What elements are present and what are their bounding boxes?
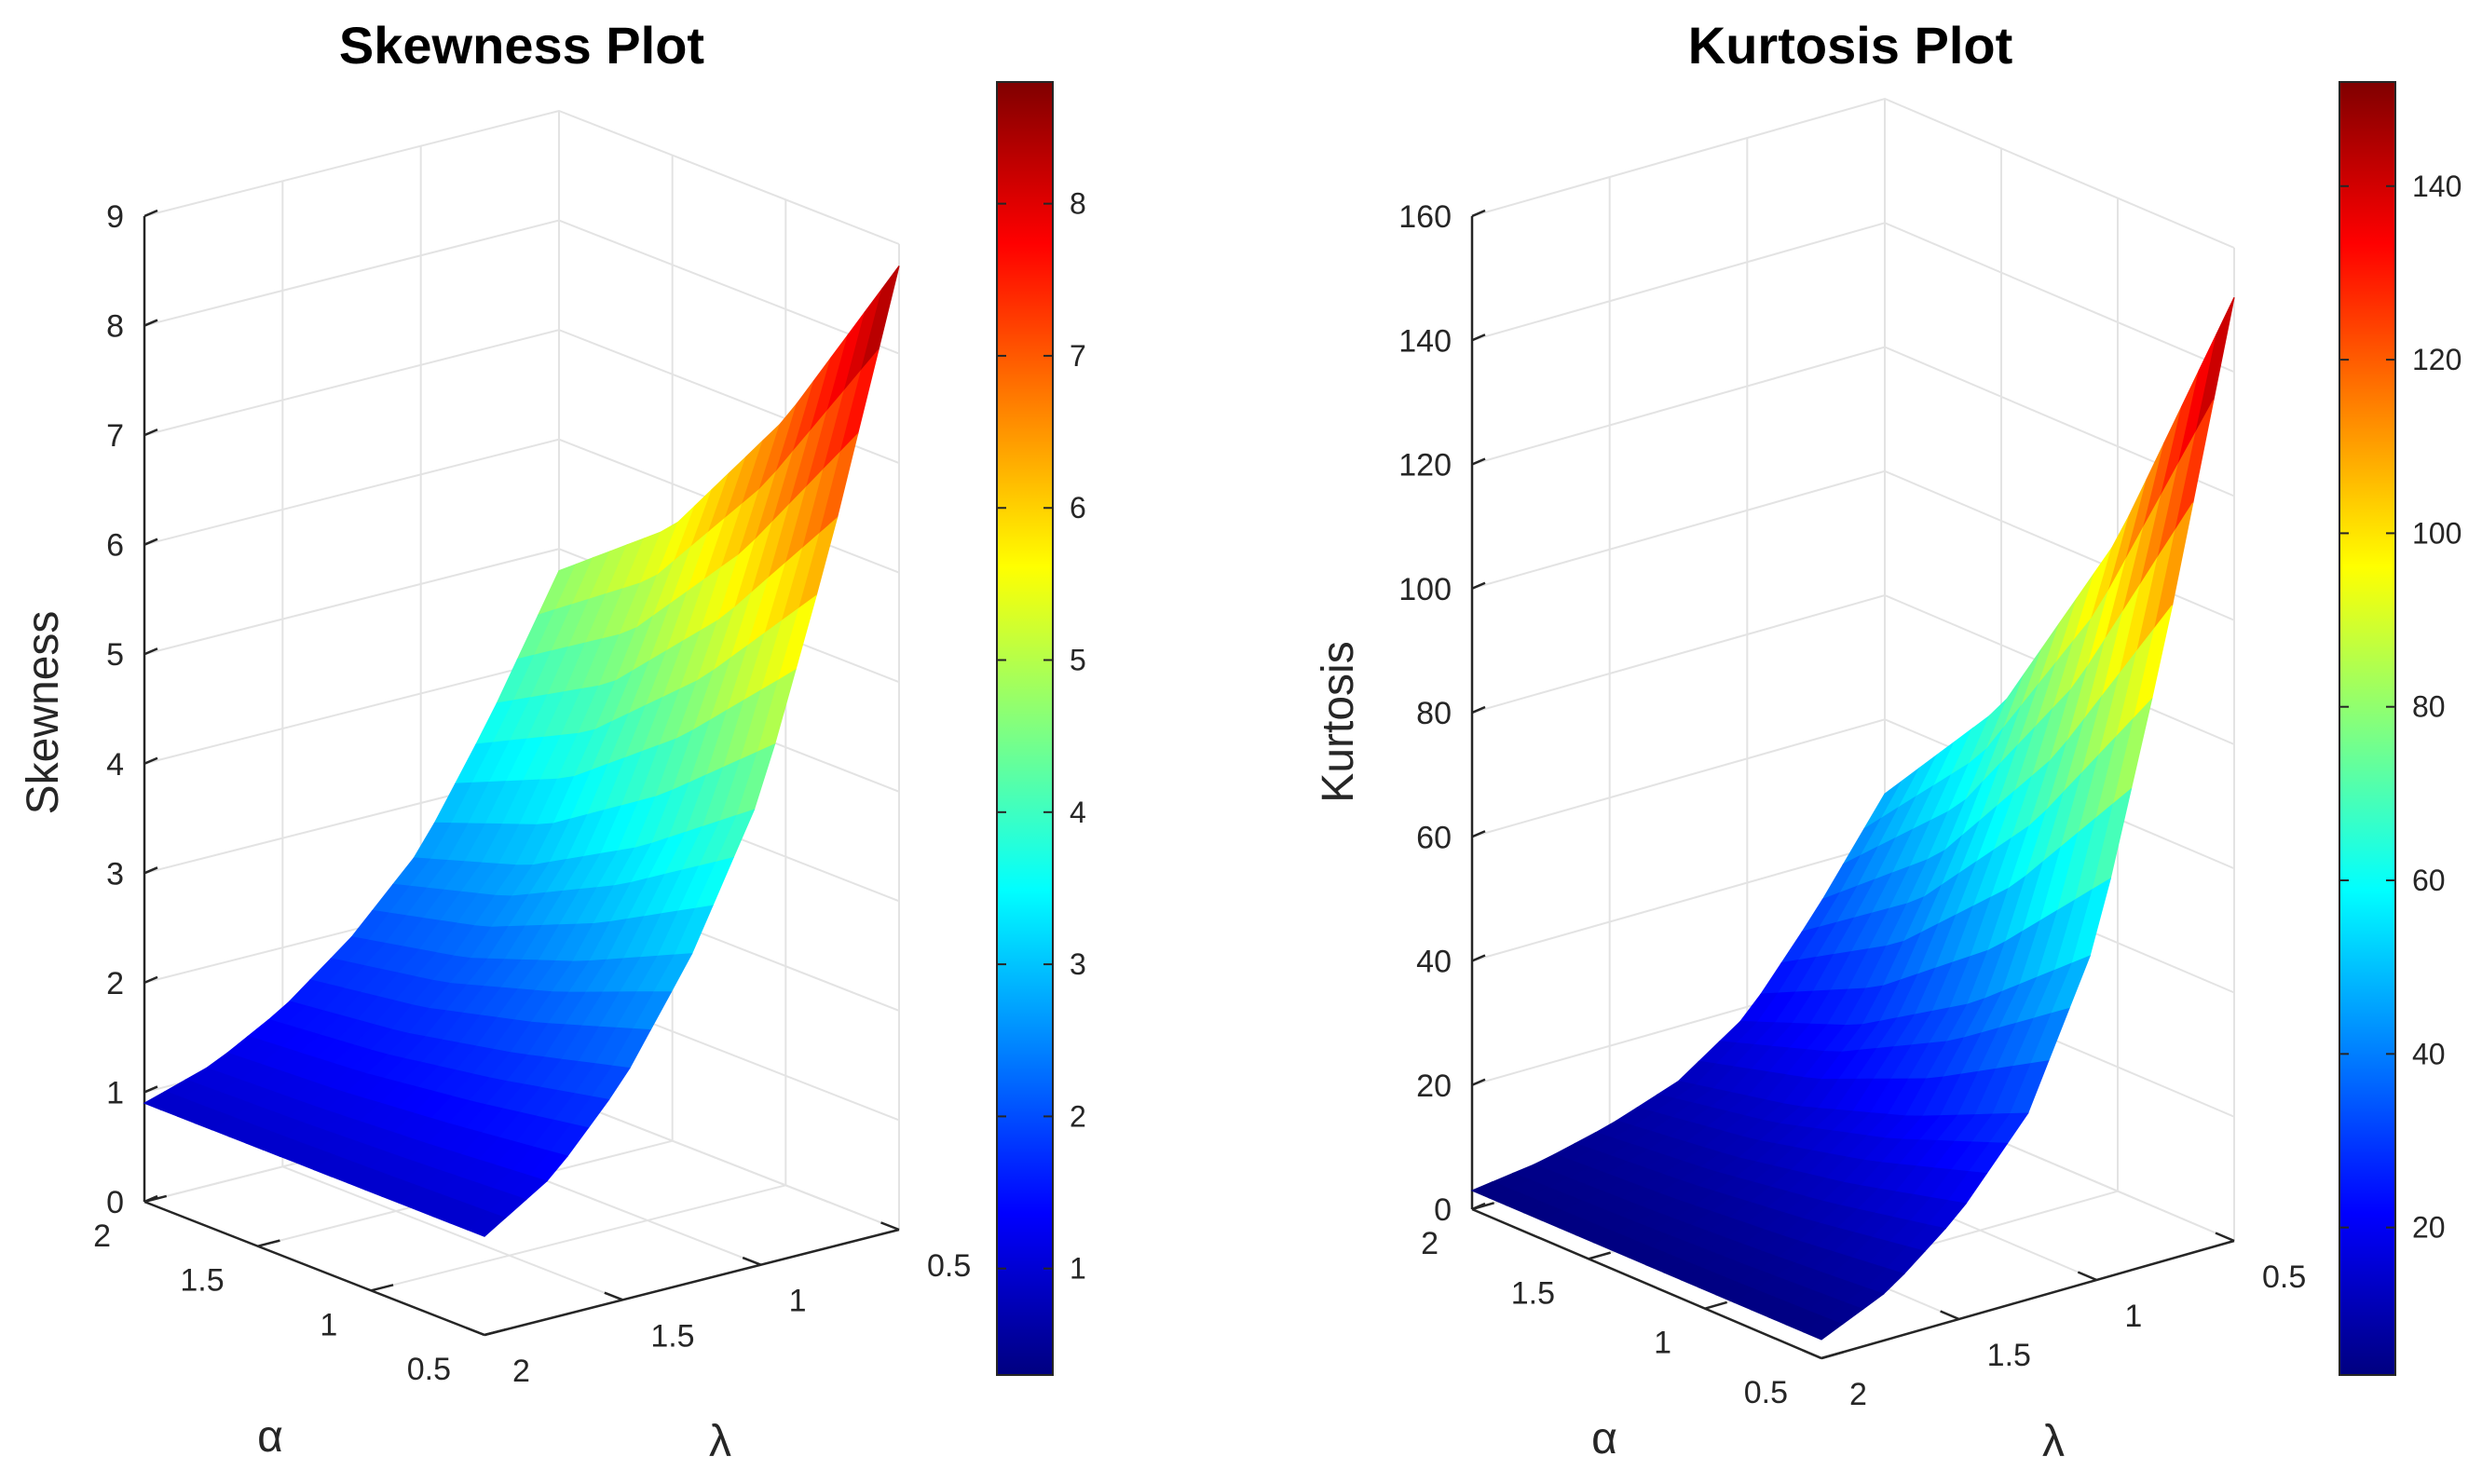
kurtosis-ticks: 0 20 40 60 80 100 120 140 160 2 1.5 1 0.5 2 1.5 1 0.5 — [1398, 199, 2306, 1412]
colorbar-tick-label: 2 — [1070, 1099, 1086, 1133]
z-tick-label: 3 — [106, 856, 124, 892]
skewness-panel: 0 1 2 3 4 5 6 7 8 9 2 1.5 1 0.5 2 1.5 1 0.5 Skewness Plot… — [19, 16, 1086, 1466]
colorbar-tick-label: 4 — [1070, 796, 1086, 829]
colorbar-tick-label: 140 — [2412, 170, 2462, 203]
kurtosis-panel: 0 20 40 60 80 100 120 140 160 2 1.5 1 0.5 2 1.5 1 0.5 Ku… — [1241, 0, 2482, 1484]
z-tick-label: 1 — [106, 1075, 124, 1110]
colorbar-tick-label: 6 — [1070, 491, 1086, 524]
colorbar-tick-label: 3 — [1070, 947, 1086, 981]
z-tick-label: 0 — [1434, 1192, 1452, 1228]
lambda-tick-label: 1 — [789, 1284, 807, 1319]
skewness-lambda-axis-label: λ — [709, 1417, 731, 1466]
colorbar-tick-label: 120 — [2412, 343, 2462, 376]
alpha-tick-label: 2 — [93, 1219, 111, 1254]
alpha-tick-label: 1.5 — [180, 1263, 224, 1299]
z-tick-label: 60 — [1416, 820, 1452, 855]
z-tick-label: 40 — [1416, 945, 1452, 980]
lambda-tick-label: 1.5 — [1987, 1338, 2031, 1373]
kurtosis-z-axis-label: Kurtosis — [1314, 641, 1363, 802]
z-tick-label: 80 — [1416, 696, 1452, 731]
z-tick-label: 7 — [106, 418, 124, 454]
alpha-tick-label: 2 — [1421, 1226, 1439, 1261]
kurtosis-surface-plot: 0 20 40 60 80 100 120 140 160 2 1.5 1 0.5 2 1.5 1 0.5 Ku… — [1314, 16, 2462, 1466]
skewness-surface-plot: 0 1 2 3 4 5 6 7 8 9 2 1.5 1 0.5 2 1.5 1 0.5 Skewness Plot… — [19, 16, 1086, 1466]
kurtosis-surface — [1470, 297, 2235, 1341]
kurtosis-colorbar: 20 40 60 80 100 120 140 — [2339, 81, 2462, 1376]
colorbar-gradient — [996, 81, 1054, 1376]
z-tick-label: 5 — [106, 637, 124, 673]
alpha-tick-label: 1.5 — [1511, 1275, 1555, 1311]
colorbar-tick-label: 80 — [2412, 690, 2446, 724]
lambda-tick-label: 1.5 — [650, 1318, 694, 1354]
skewness-ticks: 0 1 2 3 4 5 6 7 8 9 2 1.5 1 0.5 2 1.5 1 0.5 — [93, 199, 971, 1389]
skewness-colorbar: 1 2 3 4 5 6 7 8 — [996, 81, 1086, 1376]
lambda-tick-label: 1 — [2124, 1299, 2142, 1334]
z-tick-label: 6 — [106, 528, 124, 564]
z-tick-label: 8 — [106, 309, 124, 345]
skewness-surface — [143, 265, 900, 1237]
z-tick-label: 4 — [106, 747, 124, 783]
z-tick-label: 100 — [1398, 572, 1452, 607]
kurtosis-lambda-axis-label: λ — [2042, 1417, 2065, 1466]
skewness-alpha-axis-label: α — [257, 1412, 283, 1462]
lambda-tick-label: 2 — [512, 1354, 530, 1389]
z-tick-label: 0 — [106, 1185, 124, 1220]
colorbar-tick-label: 20 — [2412, 1211, 2446, 1245]
colorbar-tick-label: 5 — [1070, 644, 1086, 677]
z-tick-label: 120 — [1398, 448, 1452, 483]
surface-patch — [1803, 1316, 1844, 1341]
alpha-tick-label: 1 — [1654, 1326, 1671, 1361]
colorbar-tick-label: 1 — [1070, 1252, 1086, 1286]
alpha-tick-label: 1 — [320, 1307, 337, 1342]
z-tick-label: 140 — [1398, 323, 1452, 359]
alpha-tick-label: 0.5 — [407, 1352, 451, 1387]
z-tick-label: 160 — [1398, 199, 1452, 235]
surface-patch — [466, 1211, 507, 1237]
colorbar-tick-label: 60 — [2412, 864, 2446, 897]
lambda-tick-label: 0.5 — [2262, 1259, 2306, 1295]
z-tick-label: 2 — [106, 966, 124, 1001]
alpha-tick-label: 0.5 — [1744, 1375, 1788, 1410]
skewness-z-axis-label: Skewness — [19, 611, 68, 815]
z-tick-label: 20 — [1416, 1069, 1452, 1104]
skewness-axes — [143, 216, 900, 1337]
lambda-tick-label: 2 — [1849, 1377, 1867, 1412]
lambda-tick-label: 0.5 — [927, 1248, 971, 1284]
colorbar-gradient — [2339, 81, 2396, 1376]
z-tick-label: 9 — [106, 199, 124, 235]
skewness-title: Skewness Plot — [339, 16, 704, 75]
kurtosis-title: Kurtosis Plot — [1688, 16, 2012, 75]
kurtosis-alpha-axis-label: α — [1591, 1414, 1617, 1464]
colorbar-tick-label: 7 — [1070, 339, 1086, 373]
colorbar-tick-label: 8 — [1070, 187, 1086, 221]
colorbar-tick-label: 100 — [2412, 516, 2462, 550]
colorbar-tick-label: 40 — [2412, 1037, 2446, 1070]
